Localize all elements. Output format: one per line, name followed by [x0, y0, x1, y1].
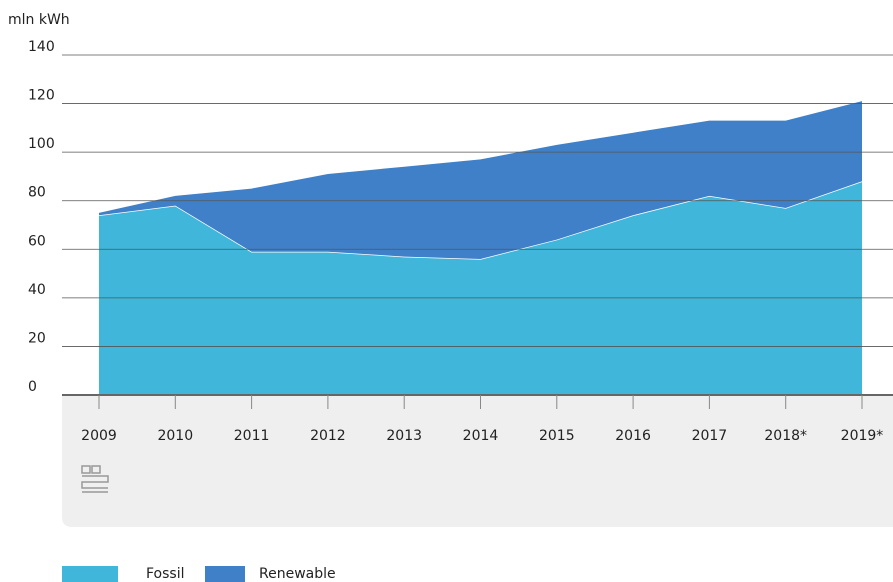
area: [99, 101, 862, 260]
x-tick-label: 2009: [81, 428, 117, 444]
y-tick-label: 60: [28, 233, 46, 249]
axis-panel: [62, 395, 893, 527]
y-tick-label: 100: [28, 136, 55, 152]
y-tick-label: 140: [28, 39, 55, 55]
y-tick-label: 20: [28, 330, 46, 346]
area: [99, 181, 862, 395]
x-tick-label: 2012: [310, 428, 346, 444]
y-tick-label: 0: [28, 379, 37, 395]
legend-swatch: [205, 566, 245, 582]
x-tick-label: 2013: [386, 428, 422, 444]
x-tick-label: 2010: [157, 428, 193, 444]
x-tick-label: 2017: [692, 428, 728, 444]
x-tick-label: 2018*: [764, 428, 807, 444]
legend-swatch: [62, 566, 118, 582]
legend-label: Fossil: [146, 566, 185, 582]
x-tick-label: 2016: [615, 428, 651, 444]
legend-label: Renewable: [259, 566, 336, 582]
x-tick-label: 2019*: [841, 428, 884, 444]
x-tick-label: 2015: [539, 428, 575, 444]
y-axis-label: mln kWh: [8, 12, 70, 28]
x-tick-label: 2014: [463, 428, 499, 444]
x-tick-label: 2011: [234, 428, 270, 444]
cbs-logo: [81, 465, 109, 493]
y-tick-label: 80: [28, 185, 46, 201]
y-tick-label: 40: [28, 282, 46, 298]
y-tick-label: 120: [28, 88, 55, 104]
